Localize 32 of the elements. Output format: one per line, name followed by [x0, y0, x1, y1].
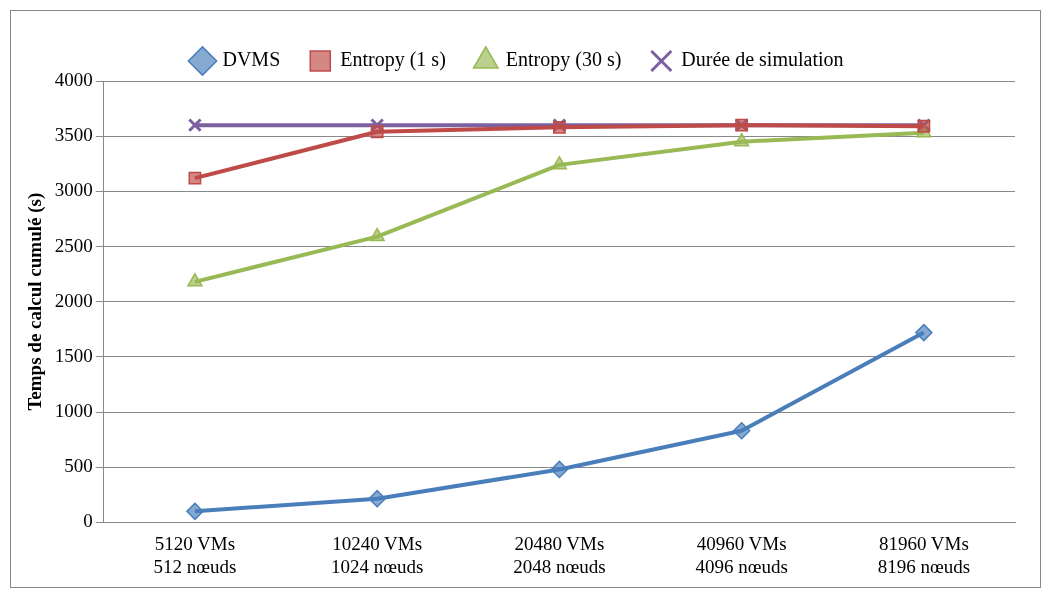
y-tick-label: 500	[64, 455, 93, 477]
y-tick-label: 1500	[54, 344, 93, 366]
y-tick-label: 1000	[54, 400, 93, 422]
x-tick-label: 5120 VMs 512 nœuds	[153, 532, 237, 577]
y-tick-label: 0	[83, 510, 93, 532]
point	[368, 489, 386, 508]
y-tick-label: 4000	[54, 68, 93, 90]
point	[550, 460, 569, 479]
y-tick-label: 3000	[54, 179, 93, 201]
point	[187, 273, 203, 287]
y-tick-label: 2000	[54, 289, 93, 311]
point	[915, 323, 933, 342]
point	[188, 171, 202, 185]
x-tick-label: 10240 VMs 1024 nœuds	[330, 532, 424, 577]
point	[370, 117, 385, 133]
point	[187, 117, 203, 133]
point	[732, 422, 751, 440]
point	[733, 132, 750, 147]
point	[369, 227, 385, 242]
y-tick-label: 2500	[54, 234, 93, 256]
x-tick-label: 81960 VMs 8196 nœuds	[877, 532, 971, 577]
legend-label: Entropy (30 s)	[505, 48, 622, 72]
legend-label: Durée de simulation	[681, 48, 844, 71]
point	[186, 502, 204, 521]
y-tick-label: 3500	[54, 124, 93, 146]
x-tick-label: 40960 VMs 4096 nœuds	[695, 532, 788, 577]
legend-label: DVMS	[222, 48, 281, 71]
x-tick-label: 20480 VMs 2048 nœuds	[513, 532, 606, 577]
point	[551, 156, 568, 170]
y-axis-title: Temps de calcul cumulé (s)	[24, 192, 47, 411]
legend-label: Entropy (1 s)	[340, 48, 446, 72]
point	[370, 125, 384, 139]
